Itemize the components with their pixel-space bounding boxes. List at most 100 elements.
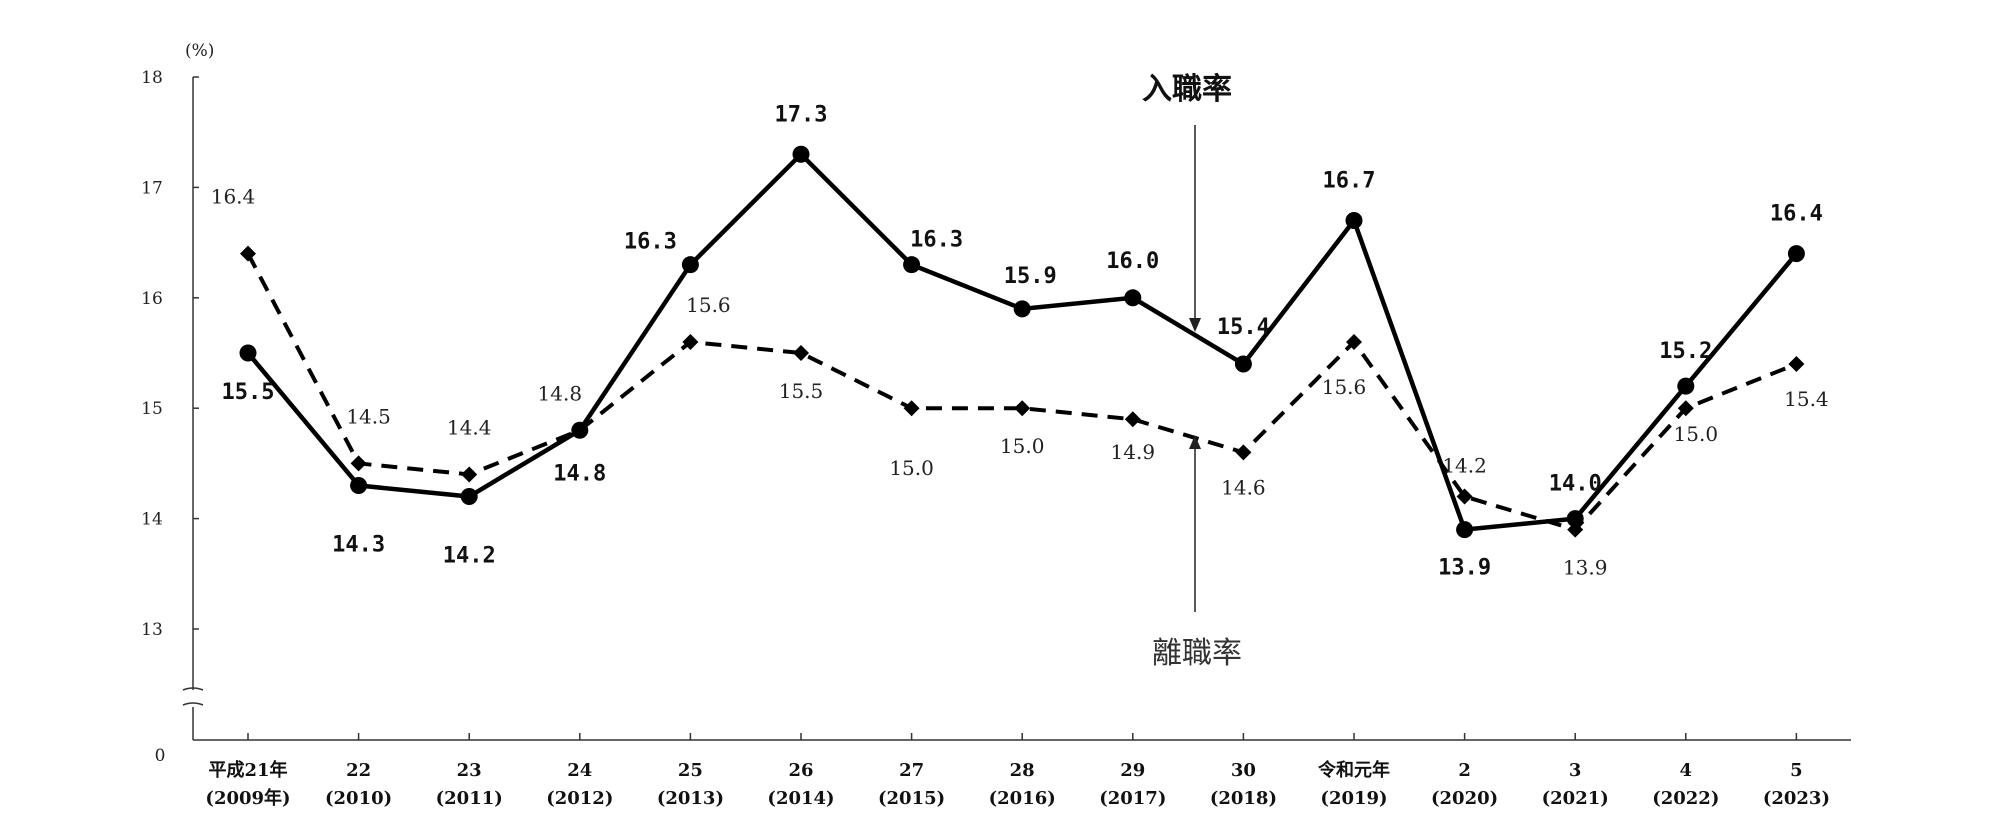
data-label-hire-rate: 14.3 — [332, 532, 385, 557]
data-label-separation-rate: 15.4 — [1784, 387, 1829, 411]
data-label-hire-rate: 16.4 — [1770, 202, 1823, 227]
data-label-hire-rate: 15.9 — [1004, 264, 1057, 289]
data-point-hire-rate — [1566, 510, 1584, 528]
series-annotations: 入職率 離職率 — [1142, 72, 1242, 671]
chart-axes: 0131415161718平成21年(2009年)22(2010)23(2011… — [141, 68, 1851, 809]
x-tick-label: (2016) — [989, 788, 1056, 809]
y-axis-unit-label: (%) — [185, 41, 214, 61]
data-label-separation-rate: 15.6 — [686, 293, 731, 317]
x-tick-label: 5 — [1790, 760, 1803, 781]
y-tick-label: 14 — [141, 510, 163, 530]
x-tick-label: (2011) — [436, 788, 503, 809]
data-point-separation-rate — [1014, 400, 1031, 417]
data-label-hire-rate: 15.5 — [222, 380, 275, 405]
data-point-separation-rate — [903, 400, 920, 417]
data-point-hire-rate — [460, 488, 478, 506]
data-label-hire-rate: 16.7 — [1323, 169, 1376, 194]
data-label-separation-rate: 15.0 — [1674, 422, 1719, 446]
data-label-hire-rate: 14.0 — [1549, 472, 1602, 497]
x-tick-label: (2019) — [1320, 788, 1387, 809]
x-tick-label: (2023) — [1763, 788, 1830, 809]
y-tick-label: 17 — [141, 178, 163, 198]
data-point-hire-rate — [1787, 245, 1805, 263]
x-tick-label: (2013) — [657, 788, 724, 809]
x-tick-label: 29 — [1120, 760, 1145, 781]
data-point-separation-rate — [240, 245, 256, 262]
x-tick-label: 3 — [1569, 760, 1582, 781]
data-label-hire-rate: 17.3 — [775, 102, 828, 127]
x-tick-label: 30 — [1231, 760, 1256, 781]
x-tick-label: 23 — [457, 760, 482, 781]
data-label-separation-rate: 15.0 — [889, 456, 934, 480]
data-point-hire-rate — [1345, 212, 1363, 230]
data-point-separation-rate — [1346, 333, 1362, 350]
y-tick-label: 15 — [141, 399, 163, 419]
data-label-separation-rate: 14.5 — [346, 404, 391, 428]
y-tick-label: 0 — [155, 746, 166, 766]
x-tick-label: (2009年) — [205, 787, 290, 809]
x-tick-label: 25 — [678, 760, 703, 781]
data-point-hire-rate — [681, 256, 699, 274]
data-point-separation-rate — [682, 333, 699, 350]
data-point-hire-rate — [239, 344, 257, 362]
data-point-separation-rate — [461, 466, 478, 483]
x-tick-label: 24 — [567, 760, 592, 781]
data-point-separation-rate — [793, 345, 809, 361]
x-tick-label: (2015) — [878, 788, 945, 809]
data-label-separation-rate: 15.6 — [1322, 375, 1367, 399]
axis-break-mark — [182, 687, 204, 691]
y-tick-label: 13 — [141, 620, 163, 640]
data-point-hire-rate — [571, 421, 589, 439]
data-labels: 15.5 14.3 14.2 14.8 16.3 17.3 16.3 15.9 16.0 15.4… — [211, 102, 1829, 580]
x-tick-label: 28 — [1010, 760, 1035, 781]
data-label-separation-rate: 14.8 — [538, 381, 583, 405]
data-label-separation-rate: 15.5 — [779, 379, 824, 403]
x-tick-label: (2014) — [767, 788, 834, 809]
data-label-separation-rate: 14.9 — [1111, 440, 1156, 464]
data-point-separation-rate — [1124, 411, 1141, 428]
y-tick-label: 18 — [141, 68, 163, 88]
data-label-hire-rate: 14.8 — [553, 461, 606, 486]
data-label-separation-rate: 15.0 — [1000, 434, 1045, 458]
series-markers — [239, 145, 1805, 539]
x-tick-label: 平成21年 — [208, 759, 287, 781]
data-label-hire-rate: 14.2 — [443, 544, 496, 569]
data-point-separation-rate — [1456, 488, 1473, 505]
x-tick-label: 2 — [1458, 760, 1471, 781]
data-point-hire-rate — [1677, 377, 1695, 395]
data-label-separation-rate: 13.9 — [1563, 556, 1608, 580]
data-point-hire-rate — [903, 256, 921, 274]
data-label-separation-rate: 14.2 — [1442, 454, 1487, 478]
data-label-hire-rate: 16.3 — [624, 230, 677, 255]
data-point-separation-rate — [350, 455, 367, 472]
data-label-hire-rate: 15.2 — [1659, 339, 1712, 364]
data-label-hire-rate: 13.9 — [1438, 556, 1491, 581]
series-title-hire-rate: 入職率 — [1142, 72, 1232, 107]
x-tick-label: (2018) — [1210, 788, 1277, 809]
x-tick-label: 26 — [788, 760, 813, 781]
data-point-hire-rate — [1456, 521, 1474, 539]
x-tick-label: (2021) — [1542, 788, 1609, 809]
x-tick-label: (2012) — [546, 788, 613, 809]
x-tick-label: 4 — [1680, 760, 1693, 781]
data-point-hire-rate — [1124, 289, 1142, 307]
data-point-hire-rate — [1234, 355, 1252, 373]
y-tick-label: 16 — [141, 289, 163, 309]
data-label-hire-rate: 16.3 — [910, 228, 963, 253]
data-point-hire-rate — [1013, 300, 1031, 318]
x-tick-label: 27 — [899, 760, 924, 781]
x-tick-label: (2020) — [1431, 788, 1498, 809]
series-title-separation-rate: 離職率 — [1152, 636, 1242, 671]
x-tick-label: (2017) — [1099, 788, 1166, 809]
data-point-separation-rate — [1235, 444, 1252, 461]
data-label-separation-rate: 14.4 — [447, 415, 492, 439]
x-tick-label: (2010) — [325, 788, 392, 809]
data-label-hire-rate: 16.0 — [1106, 249, 1159, 274]
x-tick-label: 22 — [346, 760, 371, 781]
axis-break-mark — [182, 702, 204, 706]
x-tick-label: (2022) — [1652, 788, 1719, 809]
data-label-separation-rate: 16.4 — [211, 185, 256, 209]
data-label-hire-rate: 15.4 — [1217, 315, 1270, 340]
arrow-head-separation-rate — [1189, 435, 1201, 449]
data-point-hire-rate — [350, 476, 368, 494]
